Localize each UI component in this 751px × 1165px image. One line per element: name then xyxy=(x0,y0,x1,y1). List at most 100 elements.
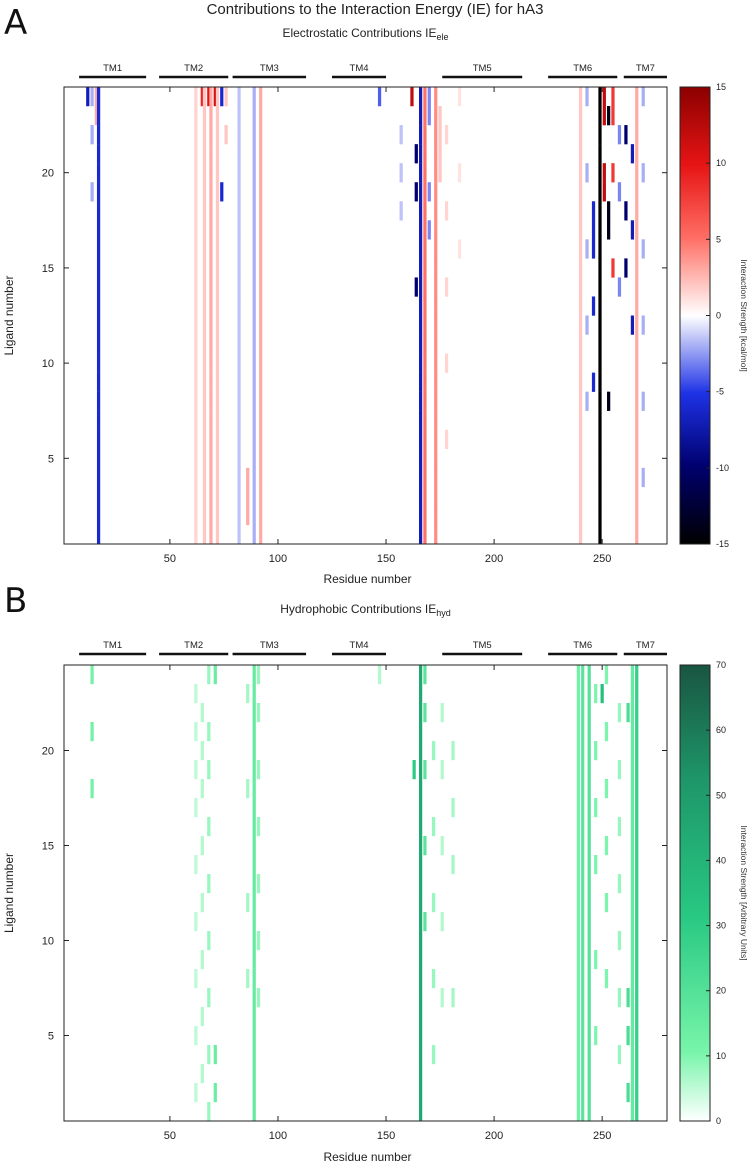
heatmap-cell xyxy=(581,1045,585,1065)
heatmap-cell xyxy=(237,163,241,183)
heatmap-cell xyxy=(237,315,241,335)
heatmap-cell xyxy=(252,950,256,970)
heatmap-cell xyxy=(90,125,94,145)
heatmap-cell xyxy=(635,448,639,469)
heatmap-cell xyxy=(215,372,220,392)
heatmap-cell xyxy=(598,182,602,202)
heatmap-cell xyxy=(202,220,207,240)
heatmap-cell xyxy=(96,296,101,316)
heatmap-cell xyxy=(434,410,438,430)
heatmap-cell xyxy=(598,391,602,411)
heatmap-cell xyxy=(194,87,198,107)
heatmap-cell xyxy=(576,931,581,951)
heatmap-cell xyxy=(237,125,241,145)
plot-area xyxy=(64,665,667,1121)
heatmap-cell xyxy=(194,1083,198,1103)
helix-label: TM2 xyxy=(184,640,203,651)
heatmap-cell xyxy=(635,950,639,970)
heatmap-cell xyxy=(259,277,263,297)
heatmap-cell xyxy=(252,182,256,202)
heatmap-cell xyxy=(626,1083,630,1103)
heatmap-cell xyxy=(457,87,462,107)
heatmap-cell xyxy=(418,353,423,373)
heatmap-cell xyxy=(576,912,581,932)
heatmap-cell xyxy=(215,277,220,297)
colorbar-tick-label: 30 xyxy=(716,921,726,931)
panel-title: Hydrophobic Contributions IEhyd xyxy=(280,602,451,618)
helix-label: TM5 xyxy=(473,63,492,74)
heatmap-cell xyxy=(604,779,609,799)
heatmap-cell xyxy=(209,524,213,544)
heatmap-cell xyxy=(581,760,585,780)
heatmap-cell xyxy=(630,722,635,742)
heatmap-cell xyxy=(418,239,423,259)
colorbar-tick-label: 5 xyxy=(716,234,721,244)
heatmap-cell xyxy=(641,87,645,107)
heatmap-cell xyxy=(626,1026,630,1046)
helix-label: TM1 xyxy=(103,640,122,651)
heatmap-cell xyxy=(418,1045,423,1065)
heatmap-cell xyxy=(252,1102,256,1121)
heatmap-cell xyxy=(434,524,438,544)
heatmap-cell xyxy=(246,505,250,526)
heatmap-cell xyxy=(630,1045,635,1065)
heatmap-cell xyxy=(423,448,427,469)
heatmap-cell xyxy=(434,163,438,183)
heatmap-cell xyxy=(418,125,423,145)
panel-hydrophobic: B Hydrophobic Contributions IEhyd TM1 TM2 TM… xyxy=(2,581,749,1164)
heatmap-cell xyxy=(252,87,256,107)
helix-label: TM2 xyxy=(184,63,203,74)
heatmap-cell xyxy=(423,665,427,685)
heatmap-cell xyxy=(630,741,635,761)
heatmap-cell xyxy=(252,296,256,316)
heatmap-cell xyxy=(259,201,263,221)
heatmap-cell xyxy=(423,467,427,488)
heatmap-cell xyxy=(194,912,198,932)
heatmap-cell xyxy=(617,125,622,145)
heatmap-cell xyxy=(427,182,431,202)
heatmap-cell xyxy=(194,296,198,316)
heatmap-cell xyxy=(587,817,591,837)
heatmap-cell xyxy=(598,201,602,221)
heatmap-cell xyxy=(418,855,423,875)
heatmap-cell xyxy=(635,684,639,704)
heatmap-cell xyxy=(215,505,220,526)
heatmap-cell xyxy=(259,125,263,145)
heatmap-cell xyxy=(431,741,436,761)
heatmap-cell xyxy=(635,258,639,278)
heatmap-cell xyxy=(418,684,423,704)
heatmap-cell xyxy=(576,703,581,723)
heatmap-cell xyxy=(423,410,427,430)
heatmap-cell xyxy=(252,429,256,449)
heatmap-cell xyxy=(617,931,622,951)
heatmap-cell xyxy=(630,144,635,164)
heatmap-cell xyxy=(96,239,101,259)
heatmap-cell xyxy=(418,817,423,837)
heatmap-cell xyxy=(194,486,198,507)
heatmap-cell xyxy=(213,87,217,107)
heatmap-cell xyxy=(440,760,444,780)
heatmap-cell xyxy=(423,296,427,316)
heatmap-cell xyxy=(252,703,256,723)
heatmap-cell xyxy=(252,912,256,932)
helix-tm7: TM7 xyxy=(623,63,667,79)
heatmap-cell xyxy=(576,836,581,856)
heatmap-cell xyxy=(194,410,198,430)
y-axis-label: Ligand number xyxy=(2,853,16,933)
heatmap-cell xyxy=(237,182,241,202)
heatmap-cell xyxy=(598,277,602,297)
heatmap-cell xyxy=(594,741,598,761)
heatmap-cell xyxy=(215,467,220,488)
heatmap-cell xyxy=(418,722,423,742)
heatmap-cell xyxy=(237,87,241,107)
heatmap-cell xyxy=(630,874,635,894)
heatmap-cell xyxy=(598,106,602,126)
helix-tm4: TM4 xyxy=(332,640,387,656)
heatmap-cell xyxy=(215,524,220,544)
heatmap-cell xyxy=(252,817,256,837)
heatmap-cell xyxy=(598,429,602,449)
heatmap-cell xyxy=(423,703,427,723)
heatmap-cell xyxy=(252,855,256,875)
heatmap-cell xyxy=(256,703,261,723)
heatmap-cell xyxy=(434,125,438,145)
